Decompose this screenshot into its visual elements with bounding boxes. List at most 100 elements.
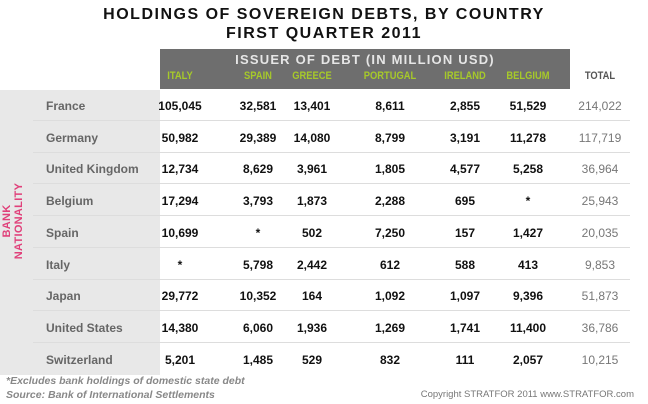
table-row: Italy * 5,798 2,442 612 588 413 9,853: [0, 249, 648, 280]
header-band: [160, 49, 570, 89]
table-cell: 1,427: [512, 225, 544, 240]
table-cell: 832: [379, 352, 401, 367]
row-label-column: [0, 90, 160, 375]
table-cell: *: [255, 225, 261, 240]
table-cell: 1,936: [296, 320, 328, 335]
table-cell: 1,092: [374, 289, 406, 304]
table-cell: 11,400: [509, 320, 547, 335]
column-header-portugal: PORTUGAL: [363, 70, 417, 82]
table-cell: 502: [301, 225, 323, 240]
footnote: *Excludes bank holdings of domestic stat…: [6, 375, 245, 387]
table-cell: 12,734: [161, 162, 199, 177]
table-cell: 3,191: [449, 130, 481, 145]
column-header-total: TOTAL: [584, 70, 616, 82]
row-divider: [33, 215, 630, 217]
copyright: Copyright STRATFOR 2011 www.STRATFOR.com: [420, 389, 634, 400]
table-cell: 20,035: [581, 225, 619, 240]
table-cell: 3,793: [242, 194, 274, 209]
table-row: United States 14,380 6,060 1,936 1,269 1,741 1…: [0, 312, 648, 343]
table-cell: 13,401: [293, 99, 331, 113]
table-cell: 25,943: [581, 194, 619, 209]
column-header-belgium: BELGIUM: [506, 70, 550, 82]
chart-subtitle: FIRST QUARTER 2011: [226, 25, 422, 42]
table-cell: 14,380: [161, 320, 199, 335]
country-label: Switzerland: [46, 352, 113, 367]
table-cell: 612: [379, 257, 401, 272]
column-header-ireland: IRELAND: [444, 70, 486, 82]
issuer-label: ISSUER OF DEBT (IN MILLION USD): [235, 52, 495, 67]
table-row: Germany 50,982 29,389 14,080 8,799 3,191 11,27…: [0, 122, 648, 153]
table-cell: 29,772: [161, 289, 199, 304]
table-cell: 2,057: [512, 352, 544, 367]
table-cell: 50,982: [161, 130, 199, 145]
table-cell: 157: [454, 225, 476, 240]
table-cell: 51,529: [509, 99, 547, 113]
country-label: Germany: [46, 130, 99, 145]
table-cell: 32,581: [239, 99, 277, 113]
country-label: France: [46, 99, 86, 113]
table-row: Spain 10,699 * 502 7,250 157 1,427 20,035: [0, 217, 648, 248]
table-cell: 36,964: [581, 162, 619, 177]
row-divider: [33, 278, 630, 280]
table-cell: 413: [517, 257, 539, 272]
table-cell: 5,201: [164, 352, 196, 367]
table-cell: 2,288: [374, 194, 406, 209]
column-header-italy: ITALY: [167, 70, 193, 82]
table-cell: 5,258: [512, 162, 544, 177]
table-cell: 588: [454, 257, 476, 272]
table-cell: 2,855: [449, 99, 481, 113]
table-row: Switzerland 5,201 1,485 529 832 111 2,057 10,21…: [0, 344, 648, 375]
table-cell: 214,022: [578, 99, 622, 113]
table-cell: 8,611: [375, 99, 405, 113]
table-cell: 117,719: [578, 130, 622, 145]
country-label: United States: [46, 320, 123, 335]
table-cell: 4,577: [449, 162, 481, 177]
table-row: Belgium 17,294 3,793 1,873 2,288 695 * 25,943: [0, 185, 648, 217]
country-label: Japan: [46, 289, 81, 304]
row-divider: [33, 341, 630, 343]
table-cell: 17,294: [161, 194, 199, 209]
table-cell: 11,278: [509, 130, 547, 145]
country-label: Italy: [46, 257, 71, 272]
column-header-spain: SPAIN: [244, 70, 272, 82]
table-cell: 6,060: [242, 320, 274, 335]
table-cell: 10,215: [581, 352, 619, 367]
table-cell: 1,097: [449, 289, 481, 304]
row-divider: [33, 310, 630, 312]
table-row: United Kingdom 12,734 8,629 3,961 1,805 4,577…: [0, 153, 648, 185]
source: Source: Bank of International Settlement…: [6, 389, 215, 401]
row-divider: [33, 120, 630, 121]
country-label: Spain: [46, 225, 79, 240]
table-cell: 105,045: [158, 99, 202, 113]
table-cell: 9,396: [512, 289, 544, 304]
country-label: Belgium: [46, 194, 94, 209]
table-cell: 1,805: [374, 162, 406, 177]
table-row: France 105,045 32,581 13,401 8,611 2,855 51,52…: [0, 90, 648, 121]
table-cell: 1,873: [296, 194, 328, 209]
table-cell: *: [525, 194, 531, 209]
table-cell: *: [177, 257, 183, 272]
table-cell: 9,853: [584, 257, 616, 272]
row-divider: [33, 151, 630, 153]
table-cell: 5,798: [242, 257, 274, 272]
table-cell: 7,250: [374, 225, 406, 240]
chart-title: HOLDINGS OF SOVEREIGN DEBTS, BY COUNTRY: [103, 6, 545, 23]
table-cell: 10,352: [239, 289, 277, 304]
table-cell: 3,961: [296, 162, 328, 177]
row-divider: [33, 246, 630, 248]
table-cell: 529: [301, 352, 323, 367]
table-cell: 29,389: [239, 130, 277, 145]
table-cell: 2,442: [296, 257, 328, 272]
country-label: United Kingdom: [46, 162, 139, 177]
table-cell: 8,799: [374, 130, 406, 145]
table-cell: 36,786: [581, 320, 619, 335]
table-cell: 10,699: [161, 225, 199, 240]
table-cell: 51,873: [581, 289, 619, 304]
table-cell: 111: [455, 352, 475, 367]
table-cell: 164: [301, 289, 323, 304]
table-cell: 8,629: [242, 162, 274, 177]
table-row: Japan 29,772 10,352 164 1,092 1,097 9,396 51,87…: [0, 280, 648, 312]
table-cell: 695: [454, 194, 476, 209]
table-cell: 1,269: [374, 320, 406, 335]
table-cell: 1,485: [242, 352, 274, 367]
